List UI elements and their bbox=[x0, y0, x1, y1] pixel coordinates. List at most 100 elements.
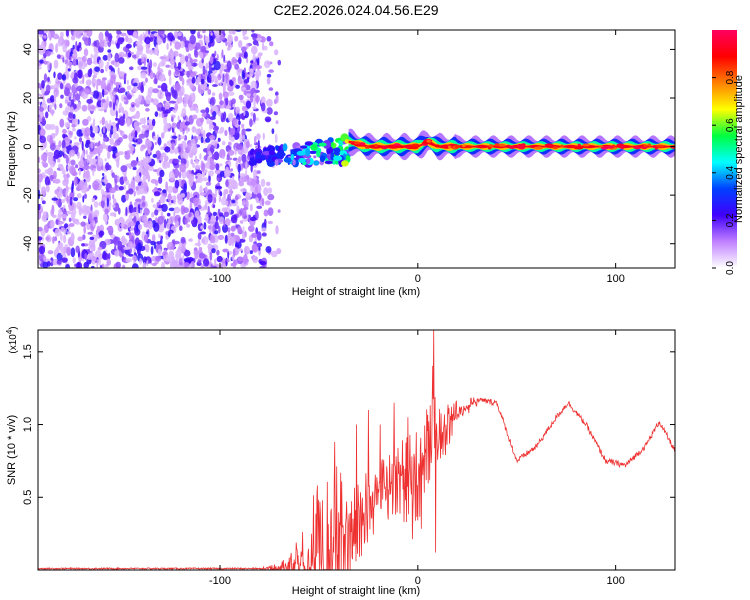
noise-speckle bbox=[228, 141, 232, 146]
noise-speckle bbox=[98, 32, 104, 42]
noise-speckle bbox=[235, 235, 241, 243]
noise-speckle bbox=[219, 81, 222, 87]
noise-speckle bbox=[120, 165, 128, 173]
noise-speckle bbox=[204, 213, 209, 222]
noise-speckle bbox=[63, 87, 70, 97]
noise-speckle bbox=[84, 37, 91, 46]
noise-speckle bbox=[209, 74, 212, 84]
noise-speckle bbox=[70, 233, 75, 242]
noise-speckle bbox=[176, 220, 179, 227]
noise-speckle bbox=[174, 104, 179, 111]
noise-speckle bbox=[188, 150, 194, 159]
noise-speckle bbox=[184, 121, 190, 126]
noise-speckle bbox=[98, 59, 104, 69]
noise-speckle bbox=[129, 227, 136, 231]
noise-speckle bbox=[174, 147, 179, 154]
noise-speckle bbox=[69, 149, 76, 157]
noise-speckle bbox=[83, 169, 86, 178]
noise-speckle bbox=[74, 263, 77, 267]
noise-speckle bbox=[78, 41, 82, 49]
noise-speckle bbox=[135, 198, 142, 203]
noise-speckle bbox=[254, 135, 257, 144]
noise-speckle bbox=[107, 52, 111, 62]
noise-speckle bbox=[228, 134, 232, 141]
carrier-hotspot bbox=[620, 146, 624, 150]
noise-speckle bbox=[106, 150, 111, 160]
noise-speckle bbox=[179, 40, 185, 49]
noise-speckle bbox=[121, 236, 124, 244]
noise-speckle bbox=[64, 223, 69, 229]
noise-speckle bbox=[230, 225, 236, 232]
noise-speckle bbox=[172, 84, 176, 89]
noise-speckle bbox=[224, 170, 231, 178]
noise-speckle bbox=[101, 199, 105, 209]
noise-speckle bbox=[182, 254, 185, 265]
noise-speckle bbox=[181, 107, 187, 117]
noise-speckle bbox=[107, 49, 112, 53]
noise-speckle bbox=[53, 178, 61, 184]
transition-blob bbox=[262, 151, 271, 156]
noise-speckle bbox=[224, 218, 231, 227]
noise-speckle bbox=[113, 60, 120, 68]
colorbar-ticks: 0.0 0.2 0.4 0.6 0.8 bbox=[712, 70, 736, 275]
noise-speckle bbox=[214, 230, 219, 235]
noise-speckle bbox=[200, 136, 204, 144]
noise-speckle bbox=[39, 59, 44, 64]
noise-speckle bbox=[267, 187, 273, 194]
noise-speckle bbox=[196, 194, 200, 199]
noise-speckle bbox=[92, 118, 96, 128]
noise-speckle bbox=[122, 134, 128, 139]
noise-speckle bbox=[194, 50, 199, 58]
x-tick-label: -100 bbox=[209, 575, 231, 587]
noise-speckle bbox=[128, 188, 134, 195]
noise-speckle bbox=[81, 140, 84, 151]
noise-speckle bbox=[260, 36, 266, 43]
noise-speckle bbox=[73, 30, 81, 37]
noise-speckle bbox=[169, 58, 176, 65]
noise-speckle bbox=[152, 98, 159, 106]
noise-speckle bbox=[159, 169, 165, 178]
noise-speckle bbox=[215, 215, 219, 222]
noise-speckle bbox=[211, 92, 216, 96]
noise-speckle bbox=[108, 65, 113, 70]
noise-speckle bbox=[74, 221, 81, 225]
noise-speckle bbox=[169, 263, 174, 268]
noise-speckle bbox=[128, 214, 133, 223]
noise-speckle bbox=[255, 197, 259, 204]
noise-speckle bbox=[235, 84, 241, 89]
noise-speckle bbox=[72, 58, 77, 67]
transition-blob bbox=[298, 157, 306, 164]
noise-speckle bbox=[164, 249, 167, 259]
noise-speckle bbox=[143, 216, 148, 223]
noise-speckle bbox=[43, 35, 47, 39]
noise-speckle bbox=[187, 143, 192, 151]
noise-speckle bbox=[123, 246, 130, 250]
noise-speckle bbox=[249, 68, 254, 77]
noise-speckle bbox=[263, 60, 271, 69]
noise-speckle bbox=[57, 163, 64, 168]
noise-speckle bbox=[78, 137, 83, 143]
noise-speckle bbox=[255, 227, 259, 235]
noise-speckle bbox=[132, 208, 137, 213]
noise-speckle bbox=[71, 186, 74, 193]
noise-speckle bbox=[166, 185, 174, 194]
transition-blob bbox=[300, 145, 308, 149]
noise-speckle bbox=[229, 79, 234, 87]
noise-speckle bbox=[190, 158, 194, 165]
noise-speckle bbox=[61, 199, 65, 204]
noise-speckle bbox=[73, 197, 79, 202]
noise-speckle bbox=[149, 71, 154, 80]
carrier-hotspot bbox=[535, 146, 543, 150]
carrier-hotspot bbox=[488, 144, 494, 148]
noise-speckle bbox=[223, 54, 226, 63]
noise-speckle bbox=[54, 103, 57, 110]
noise-speckle bbox=[116, 99, 119, 106]
noise-speckle bbox=[214, 30, 220, 37]
noise-speckle bbox=[227, 227, 231, 233]
noise-speckle bbox=[86, 98, 93, 104]
noise-speckle bbox=[255, 69, 262, 78]
noise-speckle bbox=[65, 189, 68, 198]
noise-speckle bbox=[238, 238, 246, 243]
carrier-hotspot bbox=[605, 145, 614, 149]
noise-speckle bbox=[129, 66, 134, 71]
